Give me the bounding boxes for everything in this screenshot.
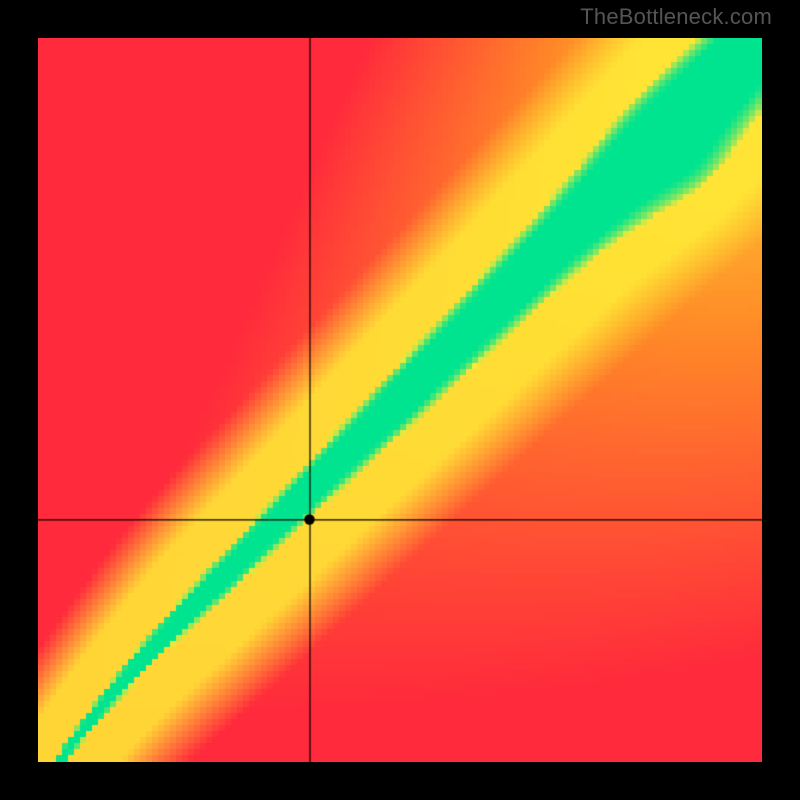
watermark-text: TheBottleneck.com: [580, 4, 772, 30]
heatmap-canvas: [38, 38, 762, 762]
